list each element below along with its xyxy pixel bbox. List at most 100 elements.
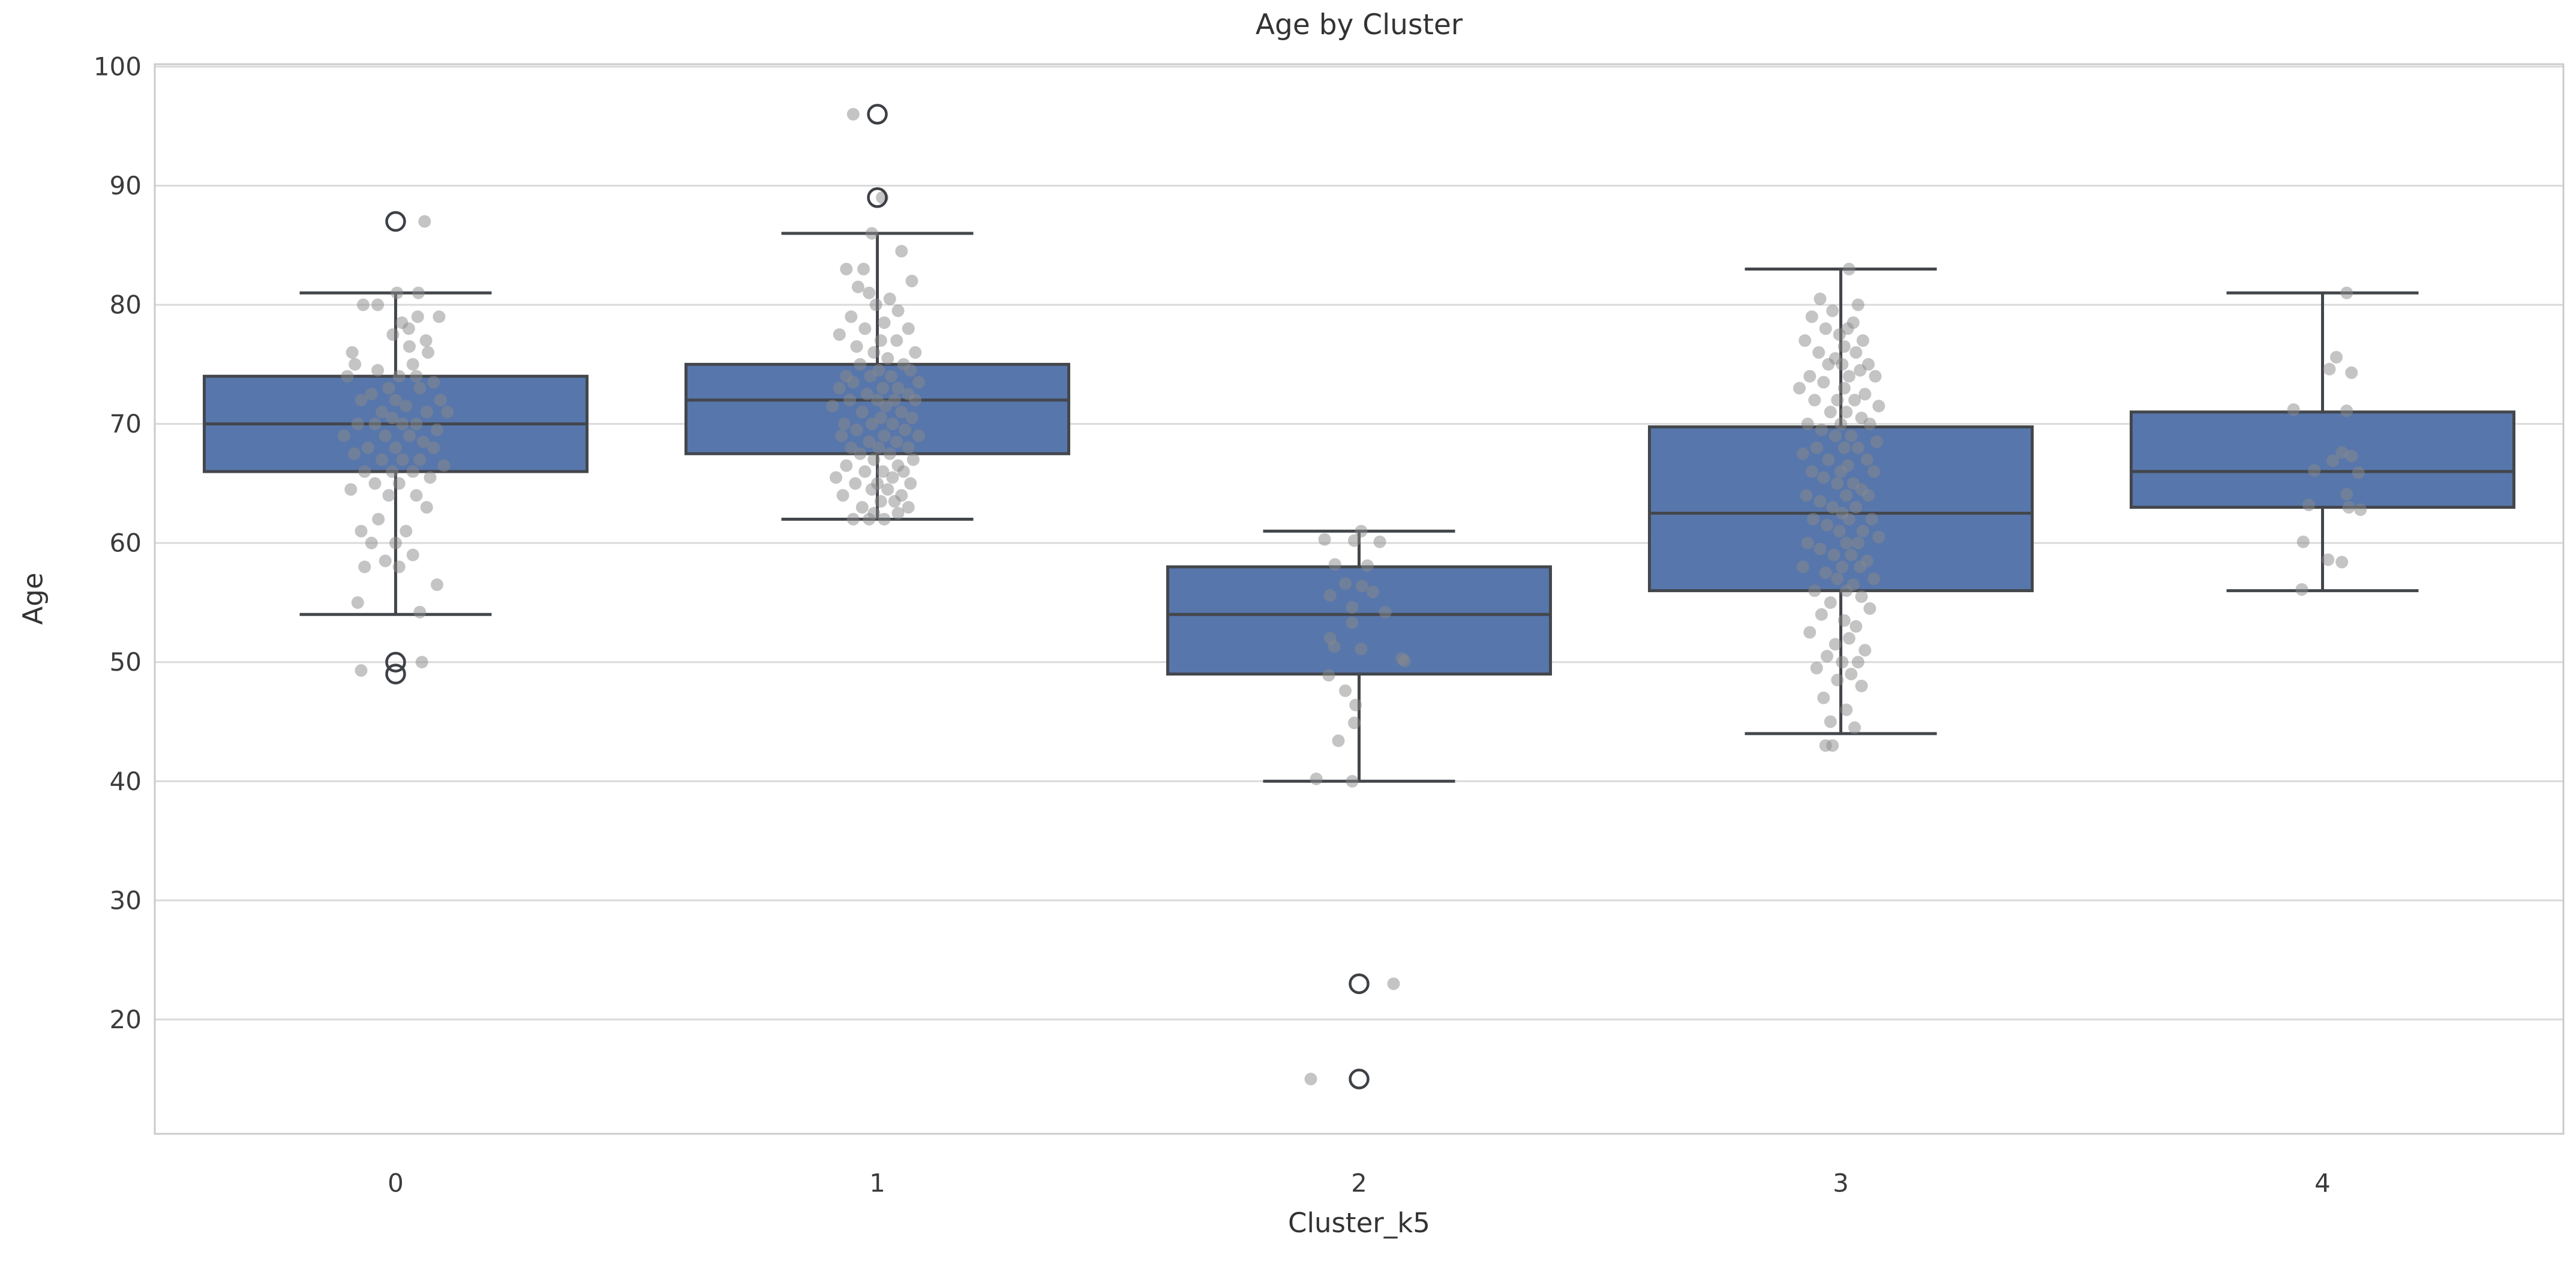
- strip-point: [413, 605, 427, 619]
- strip-point: [386, 465, 399, 478]
- strip-point: [833, 328, 846, 341]
- strip-point: [411, 310, 424, 323]
- strip-point: [2340, 404, 2353, 418]
- strip-point: [2340, 286, 2353, 299]
- strip-point: [1803, 370, 1817, 383]
- strip-point: [402, 322, 415, 335]
- strip-point: [2308, 464, 2321, 477]
- strip-point: [1346, 601, 1359, 614]
- strip-point: [904, 364, 917, 377]
- strip-point: [883, 292, 896, 305]
- strip-point: [1328, 640, 1341, 653]
- strip-point: [837, 418, 851, 431]
- strip-point: [351, 418, 364, 431]
- y-tick-label: 100: [94, 52, 142, 81]
- strip-point: [874, 495, 887, 508]
- outlier-point: [385, 651, 406, 672]
- strip-point: [1840, 703, 1853, 716]
- strip-point: [850, 424, 863, 437]
- strip-point: [344, 483, 358, 496]
- outlier-point: [1349, 1068, 1370, 1089]
- strip-point: [857, 263, 870, 276]
- strip-point: [1840, 489, 1853, 502]
- strip-point: [1793, 382, 1806, 395]
- strip-point: [1855, 679, 1868, 692]
- strip-point: [356, 298, 370, 311]
- strip-point: [2352, 466, 2365, 479]
- strip-point: [1799, 334, 1812, 347]
- strip-point: [410, 489, 423, 502]
- y-tick-label: 40: [110, 767, 142, 796]
- strip-point: [845, 441, 858, 454]
- strip-point: [1860, 453, 1874, 466]
- strip-point: [1819, 739, 1832, 752]
- strip-point: [365, 536, 378, 550]
- strip-point: [412, 286, 425, 299]
- strip-point: [2354, 503, 2367, 517]
- outlier-point: [385, 663, 406, 684]
- strip-point: [1870, 435, 1883, 448]
- x-axis-label: Cluster_k5: [1288, 1207, 1430, 1239]
- strip-point: [2345, 449, 2358, 463]
- strip-point: [368, 477, 382, 490]
- strip-point: [867, 346, 881, 359]
- strip-point: [835, 429, 848, 442]
- strip-point: [843, 394, 856, 407]
- strip-point: [904, 477, 917, 490]
- strip-point: [1361, 559, 1374, 572]
- strip-point: [400, 400, 413, 413]
- strip-point: [1838, 340, 1851, 353]
- strip-point: [2322, 553, 2335, 566]
- strip-point: [1346, 774, 1359, 788]
- strip-point: [424, 471, 437, 484]
- strip-point: [358, 465, 371, 478]
- strip-point: [858, 465, 872, 478]
- strip-point: [1840, 536, 1853, 550]
- strip-point: [836, 489, 849, 502]
- strip-point: [1826, 501, 1839, 514]
- strip-point: [1831, 572, 1844, 586]
- strip-point: [895, 406, 908, 419]
- strip-point: [872, 441, 885, 454]
- strip-point: [874, 412, 887, 425]
- strip-point: [437, 459, 451, 472]
- strip-point: [1328, 558, 1341, 571]
- strip-point: [1850, 501, 1863, 514]
- strip-point: [863, 512, 876, 526]
- strip-point: [368, 418, 382, 431]
- strip-point: [1332, 734, 1345, 747]
- strip-point: [2296, 535, 2310, 548]
- strip-point: [845, 310, 858, 323]
- strip-point: [365, 388, 378, 401]
- strip-point: [1810, 662, 1823, 675]
- strip-point: [864, 370, 877, 383]
- strip-point: [413, 453, 427, 466]
- strip-point: [905, 412, 918, 425]
- strip-point: [855, 501, 869, 514]
- box-cluster-4: [2130, 410, 2515, 509]
- strip-point: [1842, 263, 1856, 276]
- strip-point: [881, 352, 894, 365]
- strip-point: [1339, 684, 1352, 697]
- strip-point: [1817, 471, 1830, 484]
- strip-point: [1355, 642, 1368, 656]
- strip-point: [420, 501, 433, 514]
- strip-point: [886, 418, 899, 431]
- strip-point: [1807, 512, 1820, 526]
- strip-point: [1836, 656, 1849, 669]
- strip-point: [1845, 548, 1858, 562]
- strip-point: [1831, 674, 1844, 687]
- strip-point: [1856, 524, 1869, 538]
- strip-point: [1801, 418, 1814, 431]
- strip-point: [1318, 533, 1331, 546]
- strip-point: [391, 286, 404, 299]
- strip-point: [1842, 632, 1856, 645]
- strip-point: [891, 304, 905, 317]
- strip-point: [840, 263, 853, 276]
- strip-point: [1829, 429, 1842, 442]
- strip-point: [883, 447, 896, 460]
- strip-point: [1817, 691, 1830, 704]
- strip-point: [403, 340, 416, 353]
- strip-point: [854, 447, 867, 460]
